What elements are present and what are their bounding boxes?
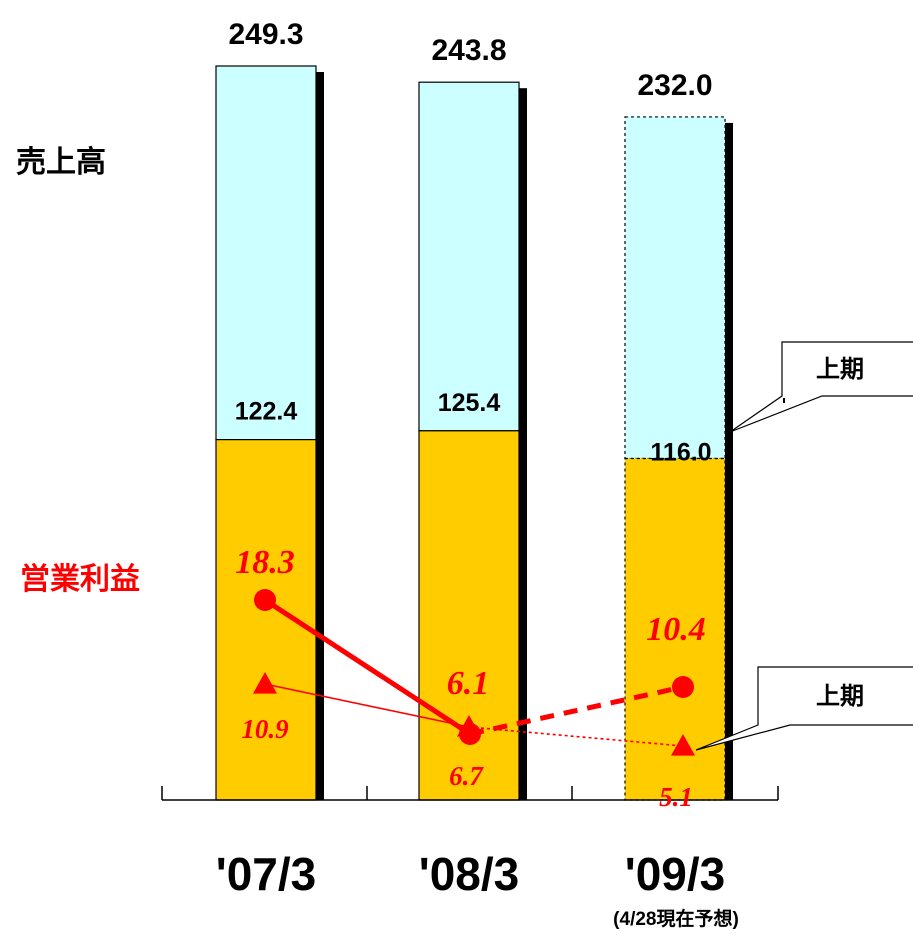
callout-profit: 上期 [695,666,913,751]
profit-value-label: 10.4 [646,611,706,648]
profit-half-marker [253,672,277,694]
markers-layer [253,589,695,756]
callout-sales-shape [729,341,913,433]
sales-first-half-label: 116.0 [650,438,711,466]
bar-shadow [519,88,527,800]
profit-half-value-label: 10.9 [241,714,289,744]
profit-line-segment [263,597,472,737]
profit-half-value-label: 6.7 [449,761,484,791]
labels-layer: 249.3 122.4 '07/3 243.8 125.4 '08/3 232.0 116.0… [216,18,725,900]
sales-total-label: 249.3 [228,18,303,51]
bar-second-half [624,116,726,460]
profit-value-label: 6.1 [447,665,490,702]
callout-profit-shape [695,666,913,751]
profit-half-value-label: 5.1 [659,782,693,812]
bar-first-half [624,457,726,801]
callout-sales-text: 上期 [816,356,864,383]
profit-marker [254,589,276,611]
profit-line-segment-forecast [469,684,684,737]
profit-label: 営業利益 [20,563,140,596]
bar-second-half [215,65,317,441]
bar-shadow [316,72,324,800]
callout-sales: 上期 [729,341,913,433]
bars-layer [215,65,733,801]
profit-half-marker [671,734,695,756]
profit-lines-layer [263,597,684,747]
profit-marker [459,723,481,745]
sales-first-half-label: 125.4 [438,389,501,417]
profit-marker [672,676,694,698]
profit-value-label: 18.3 [235,544,295,581]
sales-label: 売上高 [16,146,106,179]
callout-profit-text: 上期 [816,683,864,710]
sales-total-label: 232.0 [637,69,712,102]
bar-shadow [725,122,733,800]
category-label: '07/3 [216,848,316,900]
category-label: '08/3 [419,848,519,900]
sales-total-label: 243.8 [431,34,506,67]
profit-half-line-segment [264,683,470,728]
bar-first-half [215,439,317,801]
category-note: (4/28現在予想) [613,907,739,930]
category-label: '09/3 [625,848,725,900]
bar-second-half [418,81,520,432]
sales-first-half-label: 122.4 [235,398,298,426]
